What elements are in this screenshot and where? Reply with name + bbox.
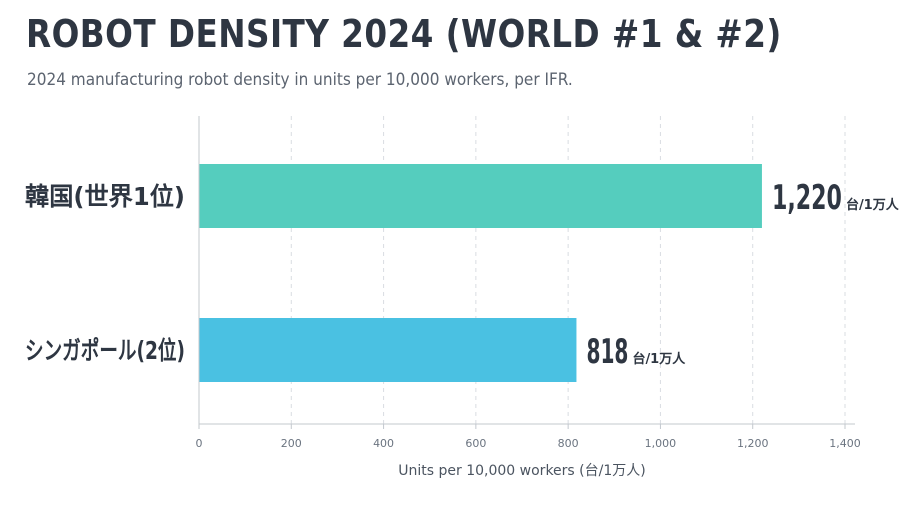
x-axis: 0 200 400 600 800 1,000 1,200 1,400 Units per 10… [196,116,861,479]
x-tick-label: 200 [281,437,302,450]
bar [199,318,577,382]
bar [199,164,762,228]
value-unit-label: 台/1万人 [632,351,686,367]
x-tick-label: 1,400 [829,437,861,450]
bars [199,164,762,382]
chart-title: ROBOT DENSITY 2024 (WORLD #1 & #2) [26,12,782,56]
category-label: 韓国(世界1位) [25,182,185,211]
x-tick-label: 1,200 [737,437,769,450]
x-tick-label: 800 [558,437,579,450]
value-label: 818 [586,332,628,372]
x-tick-label: 1,000 [645,437,677,450]
x-tick-label: 600 [465,437,486,450]
value-unit-label: 台/1万人 [846,197,900,213]
chart-subtitle: 2024 manufacturing robot density in unit… [27,70,573,90]
x-tick-label: 400 [373,437,394,450]
x-tick-label: 0 [196,437,203,450]
category-labels: 韓国(世界1位) シンガポール(2位) [25,182,185,365]
value-label: 1,220 [772,178,842,218]
category-label: シンガポール(2位) [25,336,185,365]
x-axis-title: Units per 10,000 workers (台/1万人) [398,463,645,479]
